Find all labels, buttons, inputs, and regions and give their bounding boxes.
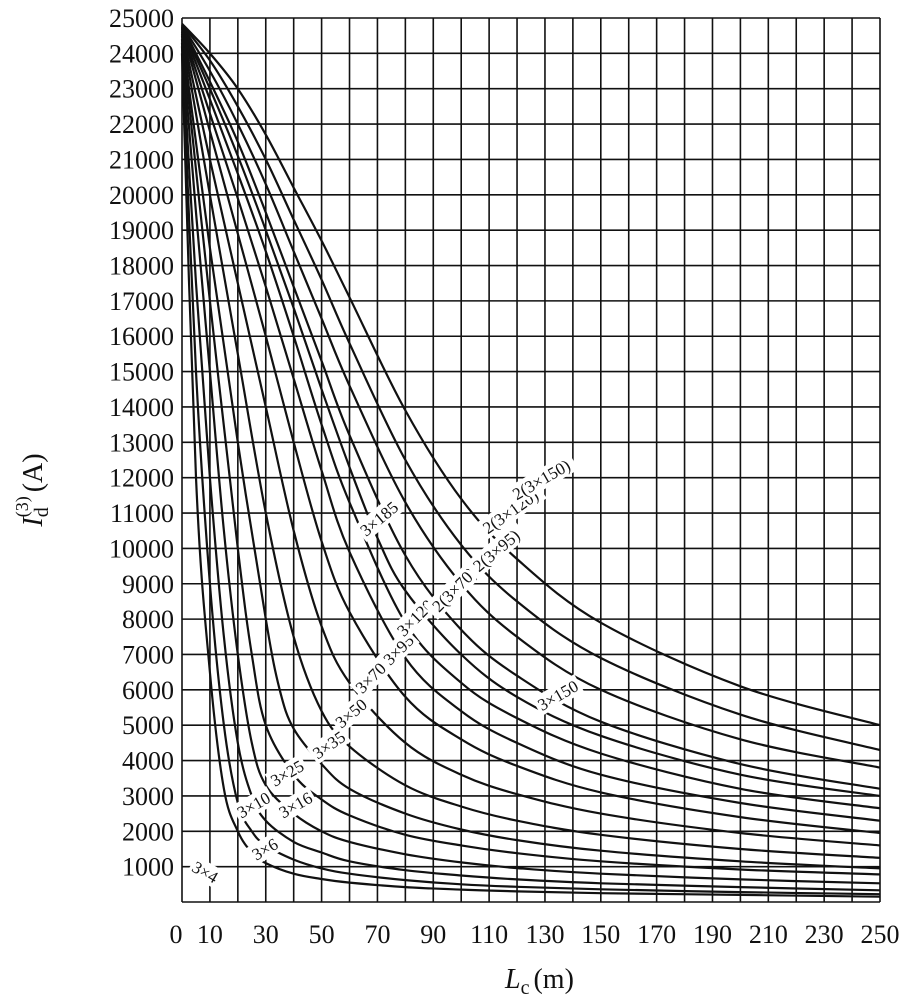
x-tick-label: 150 [581,920,620,949]
series-curve [181,22,881,727]
series-label-background [273,786,318,824]
y-tick-label: 18000 [109,252,174,281]
series-label-background [531,674,585,717]
y-tick-label: 17000 [109,287,174,316]
series-label-background [306,724,352,765]
y-tick-label: 10000 [109,534,174,563]
series-curve [180,26,881,797]
series-label-background [329,692,373,734]
series-curve [180,28,881,835]
y-tick-label: 24000 [109,39,174,68]
y-tick-label: 2000 [122,817,174,846]
series-curve [181,23,881,752]
series-label-background [377,628,420,671]
y-axis-label-sup: (3) [12,496,33,517]
y-axis-label-group: Id(3) (A) [12,453,53,527]
y-tick-label: 21000 [109,145,174,174]
series-label-background [464,521,528,580]
series-label-group: 3×50 [329,692,373,734]
y-tick-label: 16000 [109,322,174,351]
x-tick-label: 250 [861,920,900,949]
y-axis-label-sub: d [31,507,53,517]
y-tick-label: 7000 [122,640,174,669]
x-tick-label: 190 [693,920,732,949]
series-label: 2(3×95) [469,526,523,576]
y-tick-label: 14000 [109,393,174,422]
y-tick-label: 8000 [122,605,174,634]
series-curve [180,27,881,822]
y-tick-label: 12000 [109,464,174,493]
series-curve [180,33,881,870]
y-tick-label: 3000 [122,782,174,811]
y-tick-label: 6000 [122,676,174,705]
x-tick-label: 170 [637,920,676,949]
series-label-group: 3×4 [186,855,225,889]
x-tick-label: 110 [470,920,508,949]
y-tick-label: 20000 [109,181,174,210]
series-curve [180,46,881,896]
x-axis-label-unit: (m) [533,964,573,995]
y-tick-label: 11000 [110,499,174,528]
y-tick-label: 15000 [109,358,174,387]
series-curve [180,42,881,892]
y-tick-label: 9000 [122,570,174,599]
series-curve [180,53,881,898]
series-curves [180,22,881,898]
x-axis-label: Lc (m) [504,964,574,999]
x-tick-label: 70 [364,920,390,949]
x-tick-label: 130 [525,920,564,949]
series-label-background [353,495,405,542]
series-label-background [503,452,579,507]
y-axis-label-main: I [18,516,49,528]
y-tick-label: 22000 [109,110,174,139]
x-tick-label: 50 [309,920,335,949]
x-axis-ticks: 0 10 30 50 70 90 110 130 150 170 190 210 230 250 [170,920,900,949]
series-curve [180,39,881,885]
series-curve [180,30,881,847]
series-curve [181,24,881,769]
series-label-group: 3×70 [349,656,392,700]
series-label-background [231,786,277,824]
x-axis-label-sub: c [521,977,530,999]
series-curve [181,25,881,790]
x-axis-label-main: L [504,964,521,995]
x-tick-label: 30 [253,920,279,949]
y-axis-label-unit: (A) [18,453,49,492]
x-tick-label: 210 [749,920,788,949]
y-tick-label: 4000 [122,747,174,776]
series-label-group: 3×6 [246,832,284,866]
series-label-background [264,754,310,792]
x-tick-label: 230 [805,920,844,949]
y-tick-label: 23000 [109,75,174,104]
y-tick-label: 5000 [122,711,174,740]
series-label-background [246,832,284,866]
y-axis-ticks: 1000 2000 3000 4000 5000 6000 7000 8000 9000 1000… [109,4,174,882]
y-tick-label: 13000 [109,428,174,457]
x-tick-label: 90 [420,920,446,949]
series-label-background [186,855,225,889]
series-curve [180,31,881,859]
y-axis-label: Id(3) (A) [12,453,53,527]
x-tick-label: 0 [170,920,183,949]
y-tick-label: 1000 [122,853,174,882]
series-curve [180,35,881,876]
y-tick-label: 19000 [109,216,174,245]
y-tick-label: 25000 [109,4,174,33]
series-label-background [349,656,392,700]
series-label-background [423,558,485,620]
x-tick-label: 10 [197,920,223,949]
